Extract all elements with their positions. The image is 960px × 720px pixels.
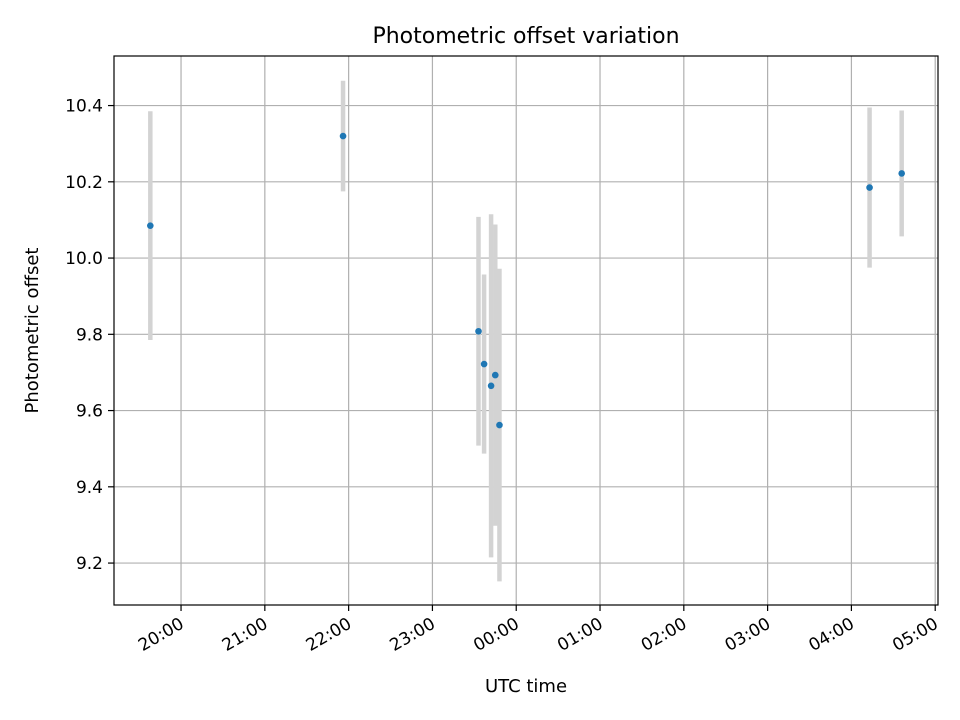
y-tick-label: 9.8: [76, 325, 103, 345]
data-point: [480, 360, 488, 368]
y-tick-label: 10.2: [65, 173, 103, 193]
data-point: [898, 170, 905, 177]
x-tick-label: 21:00: [219, 614, 271, 656]
x-tick-label: 22:00: [303, 614, 355, 656]
axis-ticks: 20:00 21:00 22:00 23:00 00:00 01:00 02:00 03:00…: [65, 97, 942, 656]
y-tick-label: 9.6: [76, 402, 103, 422]
data-point: [866, 184, 873, 191]
error-bars: [148, 80, 904, 582]
plot-area: [113, 55, 939, 606]
x-tick-label: 05:00: [889, 614, 941, 656]
data-point: [339, 132, 347, 140]
x-axis-label: UTC time: [485, 676, 567, 697]
data-point: [475, 327, 482, 335]
y-tick-label: 10.4: [65, 97, 103, 117]
y-tick-label: 10.0: [65, 249, 103, 269]
chart-title: Photometric offset variation: [372, 24, 679, 49]
x-tick-label: 00:00: [470, 614, 522, 656]
data-point: [147, 222, 154, 229]
data-point: [487, 382, 495, 390]
y-axis-label: Photometric offset: [22, 248, 43, 414]
y-tick-label: 9.4: [76, 478, 103, 498]
data-point: [491, 371, 499, 379]
x-tick-label: 02:00: [638, 614, 690, 656]
x-tick-label: 23:00: [386, 614, 438, 656]
x-tick-label: 01:00: [554, 614, 606, 656]
x-tick-label: 03:00: [722, 614, 774, 656]
data-points: [147, 132, 905, 429]
x-tick-label: 20:00: [135, 614, 187, 656]
grid: [114, 56, 938, 605]
x-tick-label: 04:00: [805, 614, 857, 656]
data-point: [496, 421, 503, 429]
y-tick-label: 9.2: [76, 554, 103, 574]
